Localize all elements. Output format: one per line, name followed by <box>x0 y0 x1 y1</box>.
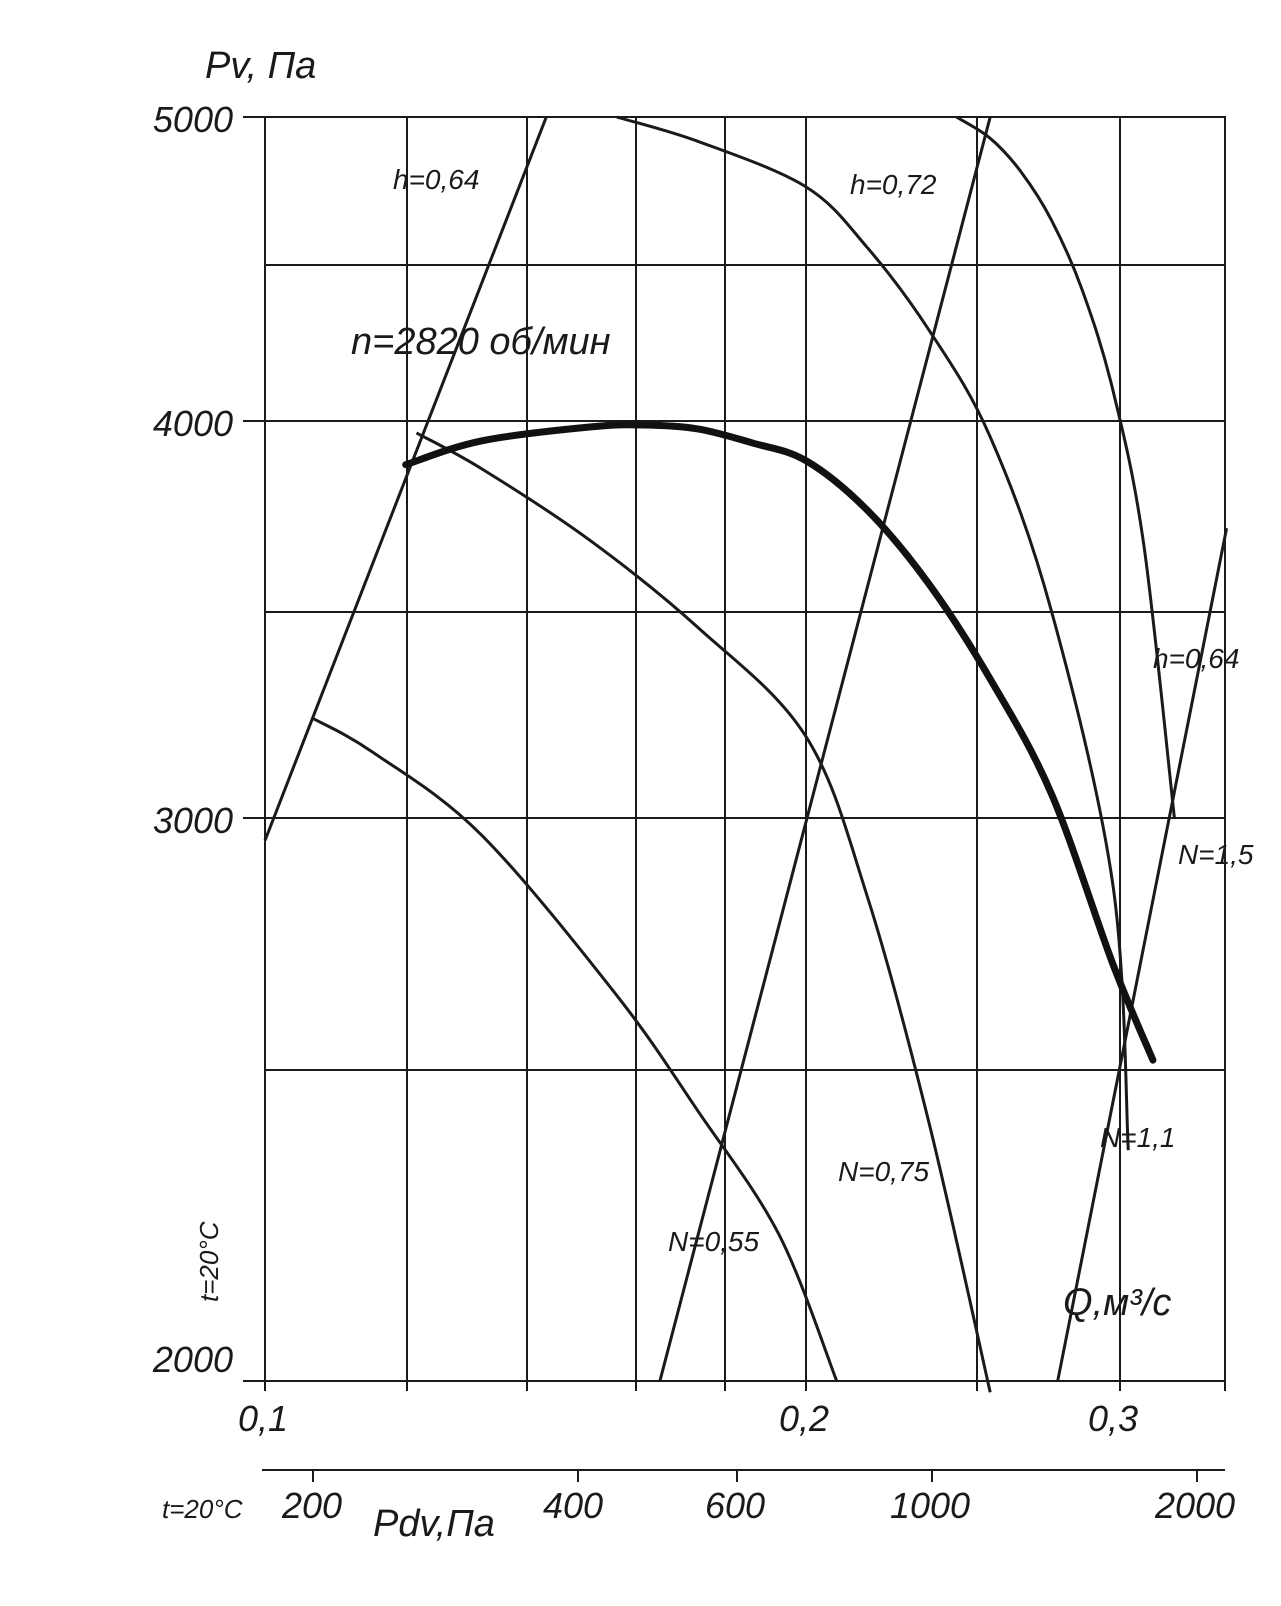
efficiency-line <box>263 116 548 842</box>
temperature-label: t=20°C <box>194 1221 224 1302</box>
speed-label: n=2820 об/мин <box>351 321 611 363</box>
y-tick-label: 2000 <box>152 1339 233 1380</box>
pdv-tick-label: 1000 <box>890 1485 970 1526</box>
efficiency-label: h=0,64 <box>1153 643 1239 674</box>
pdv-axis <box>262 1469 1225 1482</box>
power-label: N=1,5 <box>1178 839 1254 870</box>
efficiency-label: h=0,72 <box>850 169 937 200</box>
x-tick-label: 0,3 <box>1088 1398 1138 1439</box>
pdv-tick-label: 400 <box>543 1485 603 1526</box>
power-label: N=1,1 <box>1100 1122 1176 1153</box>
power-curve <box>312 717 839 1382</box>
y-tick-label: 5000 <box>153 99 233 140</box>
power-curve <box>415 431 992 1393</box>
pdv-tick-label: 2000 <box>1154 1485 1235 1526</box>
efficiency-line <box>658 116 992 1382</box>
fan-pressure-curve <box>402 421 1157 1064</box>
y-tick-label: 3000 <box>153 800 233 841</box>
pdv-tick-label: 600 <box>705 1485 765 1526</box>
y-tick-label: 4000 <box>153 403 233 444</box>
y-axis-title: Pv, Па <box>205 45 316 87</box>
plot-grid <box>243 116 1226 1391</box>
pdv-tick-label: 200 <box>281 1485 342 1526</box>
power-label: N=0,55 <box>668 1226 759 1257</box>
x-tick-label: 0,1 <box>238 1398 288 1439</box>
power-label: N=0,75 <box>838 1156 929 1187</box>
power-curve <box>955 115 1176 819</box>
power-curve <box>616 115 1130 1151</box>
pdv-temperature-label: t=20°C <box>162 1494 243 1524</box>
curves-layer <box>263 115 1229 1393</box>
efficiency-line <box>1056 527 1229 1382</box>
pdv-axis-title: Pdv,Па <box>373 1503 495 1545</box>
efficiency-label: h=0,64 <box>393 164 479 195</box>
x-axis-title: Q,м³/с <box>1063 1282 1171 1324</box>
x-tick-label: 0,2 <box>779 1398 829 1439</box>
plot-frame <box>264 116 1226 1382</box>
